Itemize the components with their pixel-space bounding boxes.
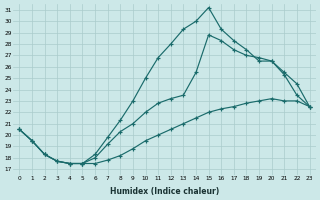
X-axis label: Humidex (Indice chaleur): Humidex (Indice chaleur): [110, 187, 219, 196]
